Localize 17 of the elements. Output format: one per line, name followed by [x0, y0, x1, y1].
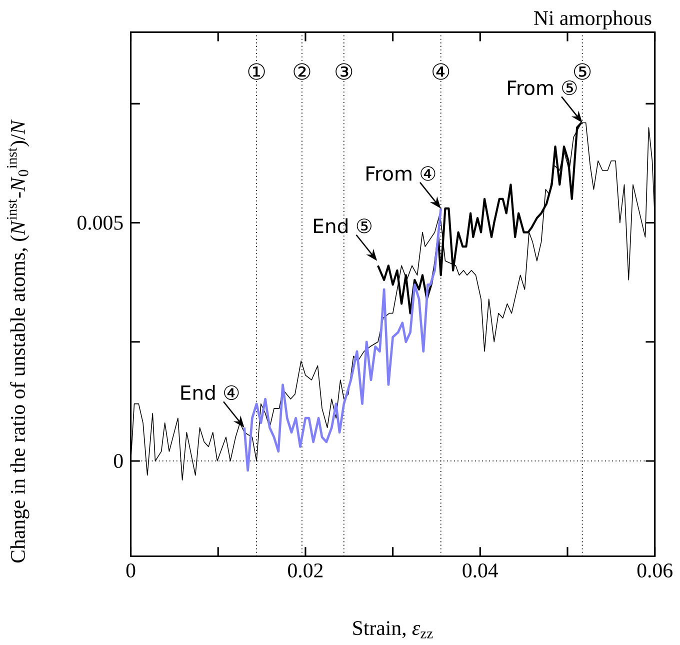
annotation: End ④ — [181, 384, 239, 400]
annotation: From ⑤ — [508, 80, 577, 96]
ref-line-label: ④ — [432, 63, 450, 80]
ref-line-label: ③ — [336, 63, 352, 80]
ref-line-label: ⑤ — [574, 63, 591, 80]
x-tick-label: 0 — [126, 563, 136, 578]
x-tick-label: 0.06 — [637, 563, 672, 578]
text: Change in the ratio of unstable atoms, (N$^{inst}$-N$_{0}$$^{inst}$)/N — [6, 119, 30, 562]
x-axis-title: Strain, ε$_{zz}$ — [353, 621, 433, 638]
annotation: From ④ — [366, 166, 436, 181]
y-tick-label: 0.005 — [78, 216, 123, 230]
x-tick-label: 0.04 — [462, 563, 498, 578]
annotation: End ⑤ — [314, 218, 372, 234]
ref-line-label: ② — [294, 63, 310, 80]
ref-line-label: ① — [248, 63, 265, 80]
x-tick-label: 0.02 — [288, 563, 323, 578]
text: Ni amorphous — [534, 10, 652, 30]
